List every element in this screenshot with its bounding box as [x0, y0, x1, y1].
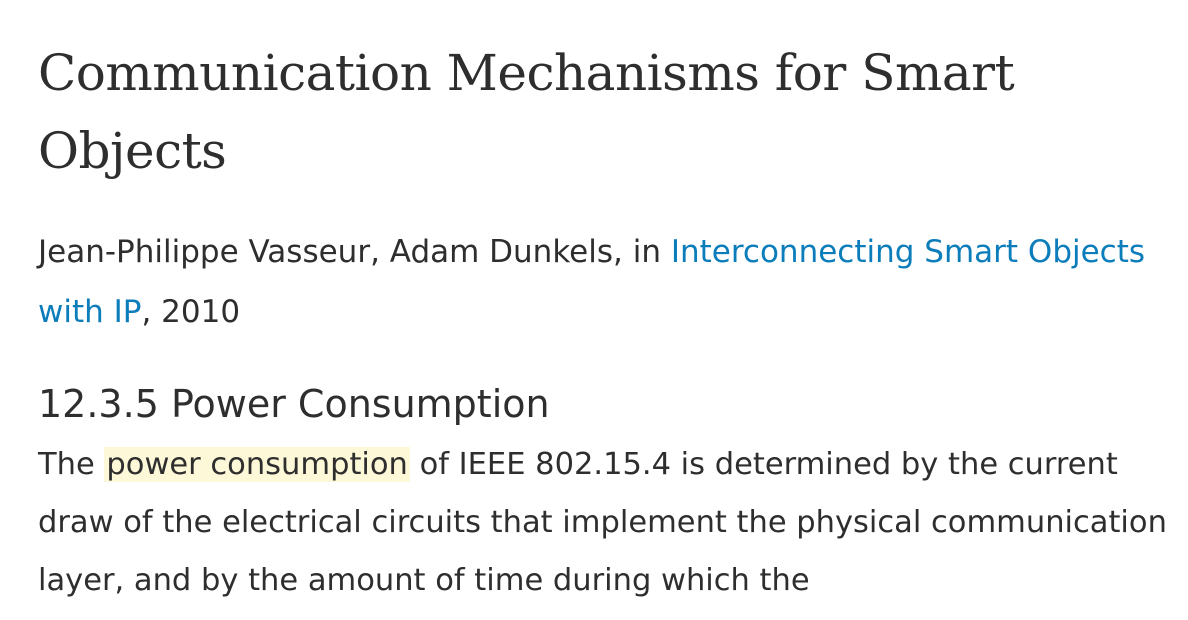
- byline: Jean-Philippe Vasseur, Adam Dunkels, in …: [38, 222, 1158, 342]
- year: , 2010: [141, 294, 241, 330]
- text-after: of IEEE 802.15.4 is determined by the cu…: [38, 447, 1167, 598]
- book-link[interactable]: Interconnecting Smart Objects with IP: [38, 234, 1146, 330]
- search-highlight: power consumption: [104, 447, 410, 482]
- page-title: Communication Mechanisms for Smart Objec…: [38, 44, 1015, 180]
- section-text: The power consumption of IEEE 802.15.4 i…: [38, 436, 1178, 610]
- text-before: The: [38, 447, 105, 482]
- section-heading: 12.3.5 Power Consumption: [38, 382, 550, 426]
- authors: Jean-Philippe Vasseur, Adam Dunkels, in: [38, 234, 671, 270]
